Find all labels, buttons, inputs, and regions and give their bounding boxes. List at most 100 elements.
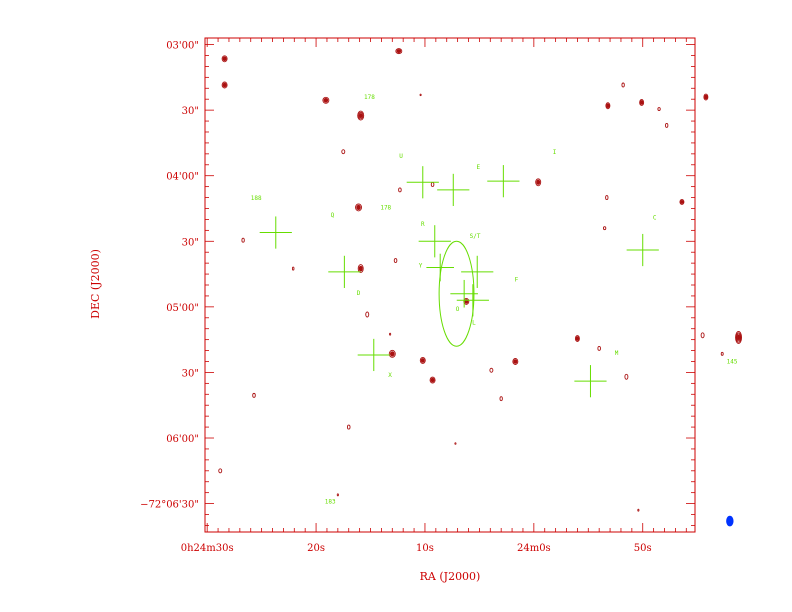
- contour-level: [624, 373, 629, 380]
- source-label: D: [357, 290, 361, 297]
- contour-layer: [218, 48, 743, 527]
- contour-level: [512, 358, 519, 365]
- source-label-layer: 178 U E I 188 178 Q R C S/T Y F D O L M 145 X 183: [251, 94, 738, 505]
- contour-level: [365, 311, 370, 318]
- contour-level: [430, 377, 435, 383]
- contour-level: [222, 82, 227, 88]
- x-tick-layer: 0h24m30s 20s 10s 24m0s 50s: [181, 38, 687, 554]
- contour-level: [735, 331, 743, 344]
- contour-level: [389, 332, 392, 336]
- x-tick-label: 10s: [416, 543, 434, 554]
- source-label: 178: [364, 94, 375, 101]
- contour-level: [657, 107, 661, 111]
- contour-level: [252, 392, 256, 398]
- x-tick-label: 50s: [634, 543, 652, 554]
- contour-level: [536, 179, 541, 185]
- source-label: 145: [727, 359, 738, 366]
- contour-level: [322, 96, 330, 104]
- contour-level: [222, 56, 227, 62]
- contour-level: [323, 98, 329, 103]
- y-tick-layer: 03'00" 30" 04'00" 30" 05'00" 30" 06'00" −72°06'…: [140, 41, 695, 526]
- contour-level: [430, 182, 435, 187]
- contour-level: [336, 493, 339, 497]
- y-tick-label: 30": [182, 368, 199, 379]
- contour-level: [398, 187, 402, 193]
- beam-ellipse: [726, 515, 734, 527]
- contour-level: [606, 103, 610, 109]
- source-label: S/T: [470, 233, 481, 240]
- contour-level: [389, 351, 395, 357]
- y-tick-label: −72°06'30": [140, 500, 199, 511]
- contour-level: [357, 264, 364, 274]
- contour-level: [241, 237, 245, 243]
- source-label: C: [653, 214, 657, 221]
- contour-level: [735, 332, 742, 343]
- x-tick-label: 0h24m30s: [181, 543, 234, 554]
- y-tick-label: 04'00": [166, 172, 199, 183]
- contour-level: [393, 258, 398, 263]
- contour-level: [419, 356, 426, 364]
- contour-level: [291, 266, 295, 271]
- contour-level: [700, 332, 705, 339]
- contour-level: [574, 335, 580, 343]
- contour-level: [358, 265, 363, 272]
- contour-level: [736, 333, 741, 342]
- source-label: E: [476, 164, 480, 171]
- contour-level: [703, 93, 709, 101]
- source-label: U: [399, 153, 403, 160]
- source-label: I: [553, 149, 557, 156]
- contour-level: [602, 226, 607, 231]
- y-tick-label: 05'00": [166, 303, 199, 314]
- contour-level: [395, 48, 403, 55]
- contour-level: [575, 336, 580, 341]
- contour-level: [356, 204, 361, 211]
- contour-level: [221, 81, 228, 89]
- contour-level: [489, 367, 494, 373]
- contour-level: [621, 82, 625, 88]
- contour-level: [355, 203, 362, 212]
- contour-level: [680, 199, 684, 204]
- contour-level: [429, 376, 436, 384]
- contour-level: [454, 442, 457, 445]
- source-label: Q: [331, 212, 335, 219]
- y-tick-label: 06'00": [166, 434, 199, 445]
- contour-level: [639, 99, 645, 106]
- contour-level: [358, 111, 364, 120]
- x-tick-label: 24m0s: [517, 543, 551, 554]
- contour-level: [396, 49, 402, 54]
- contour-level: [605, 102, 611, 110]
- contour-level: [341, 149, 346, 155]
- contour-level: [420, 358, 425, 363]
- y-tick-label: 30": [182, 106, 199, 117]
- contour-level: [704, 94, 708, 100]
- source-label: Y: [419, 263, 423, 270]
- contour-level: [499, 396, 503, 402]
- y-axis-title: DEC (J2000): [89, 249, 102, 319]
- source-label: F: [515, 277, 519, 284]
- marker-layer: [259, 165, 659, 398]
- contour-level: [720, 351, 724, 356]
- x-axis-title: RA (J2000): [420, 570, 481, 583]
- contour-level: [605, 195, 609, 201]
- contour-level: [388, 349, 396, 358]
- axes-layer: 0h24m30s 20s 10s 24m0s 50s 03'00" 30" 04'00" 30…: [89, 37, 696, 583]
- contour-level: [357, 110, 365, 121]
- source-label: 188: [251, 195, 262, 202]
- contour-level: [637, 508, 640, 512]
- contour-level: [513, 359, 518, 364]
- contour-level: [665, 122, 669, 128]
- contour-level: [535, 178, 542, 187]
- contour-level: [639, 100, 644, 105]
- source-label: M: [615, 350, 619, 357]
- contour-level: [419, 93, 422, 97]
- contour-level: [218, 468, 223, 474]
- source-label: 178: [380, 205, 391, 212]
- y-tick-label: 30": [182, 237, 199, 248]
- contour-level: [679, 198, 685, 205]
- source-label: 183: [325, 499, 336, 506]
- plot-frame: [204, 37, 696, 533]
- contour-level: [221, 55, 228, 63]
- source-label: R: [421, 221, 425, 228]
